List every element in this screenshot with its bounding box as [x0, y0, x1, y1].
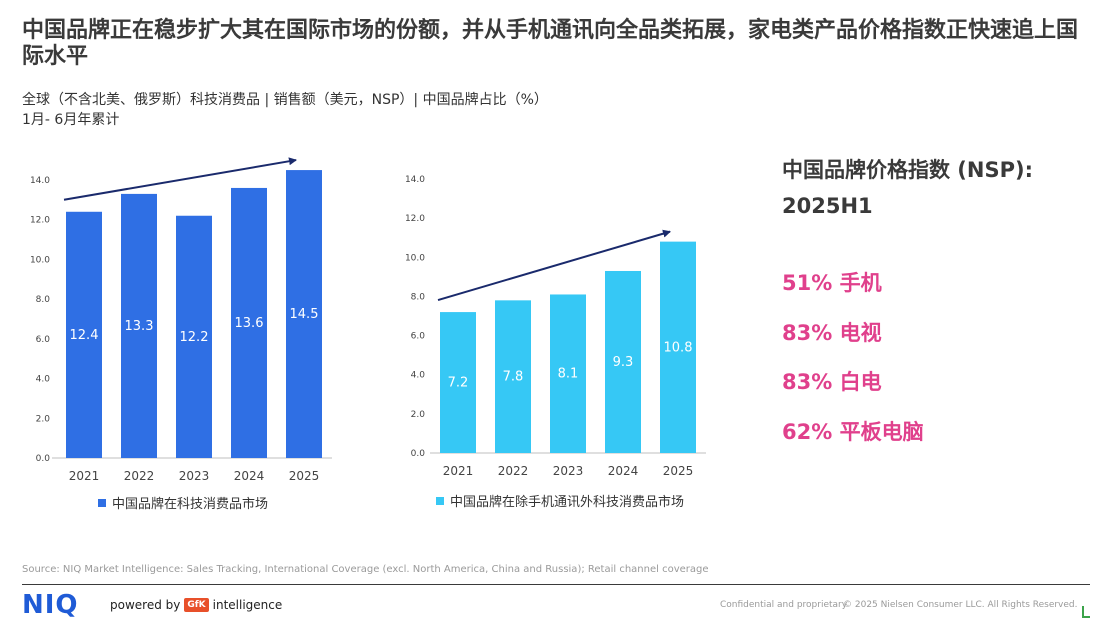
- bar-value-label-right-2022: 7.8: [503, 370, 524, 385]
- x-tick-label-right-2025: 2025: [663, 464, 694, 478]
- x-tick-label-right-2023: 2023: [553, 464, 584, 478]
- price-index-title-line1: 中国品牌价格指数 (NSP):: [782, 158, 1033, 182]
- copyright-note: © 2025 Nielsen Consumer LLC. All Rights …: [843, 600, 1078, 610]
- y-tick-label-right-1: 2.0: [411, 410, 426, 420]
- price-index-tablet: 62% 平板电脑: [782, 420, 924, 444]
- y-tick-label-left-3: 6.0: [36, 335, 51, 345]
- bar-value-label-right-2021: 7.2: [448, 376, 469, 391]
- x-tick-label-left-2021: 2021: [69, 469, 100, 483]
- legend-label-right: 中国品牌在除手机通讯外科技消费品市场: [450, 495, 685, 510]
- bar-value-label-right-2023: 8.1: [558, 367, 579, 382]
- y-tick-label-left-7: 14.0: [30, 176, 50, 186]
- bar-value-label-right-2024: 9.3: [613, 355, 634, 370]
- source-note: Source: NIQ Market Intelligence: Sales T…: [22, 564, 709, 575]
- y-tick-label-right-3: 6.0: [411, 332, 426, 342]
- bar-right-2022: [495, 300, 531, 453]
- bar-left-2022: [121, 193, 157, 458]
- powered-by: powered by GfK intelligence: [110, 598, 282, 612]
- bar-value-label-left-2022: 13.3: [125, 319, 154, 334]
- y-tick-label-right-2: 4.0: [411, 371, 426, 381]
- trend-arrow-left: [63, 157, 297, 201]
- confidential-note: Confidential and proprietary: [720, 600, 848, 610]
- x-tick-label-left-2025: 2025: [289, 469, 320, 483]
- bar-right-2021: [440, 312, 476, 453]
- price-index-appliance: 83% 白电: [782, 370, 882, 394]
- x-tick-label-right-2024: 2024: [608, 464, 639, 478]
- legend-swatch-left: [98, 498, 106, 507]
- legend-right: 中国品牌在除手机通讯外科技消费品市场: [436, 491, 684, 510]
- y-tick-label-left-2: 4.0: [36, 375, 51, 385]
- legend-left: 中国品牌在科技消费品市场: [98, 493, 268, 512]
- bar-value-label-left-2023: 12.2: [180, 330, 209, 345]
- niq-logo: NIQ: [22, 590, 79, 620]
- bar-left-2024: [231, 187, 267, 458]
- bar-value-label-left-2024: 13.6: [235, 316, 264, 331]
- y-tick-label-right-0: 0.0: [411, 449, 426, 459]
- x-tick-label-right-2022: 2022: [498, 464, 529, 478]
- price-index-title-line2: 2025H1: [782, 194, 873, 218]
- bar-left-2021: [66, 211, 102, 458]
- legend-label-left: 中国品牌在科技消费品市场: [112, 497, 269, 512]
- trend-arrow-right: [437, 229, 671, 302]
- x-tick-label-left-2023: 2023: [179, 469, 210, 483]
- price-index-title: 中国品牌价格指数 (NSP): 2025H1: [782, 152, 1033, 224]
- bar-left-2023: [176, 215, 212, 458]
- chart-period: 1月- 6月年累计: [22, 112, 120, 128]
- x-tick-label-right-2021: 2021: [443, 464, 474, 478]
- y-tick-label-left-0: 0.0: [36, 454, 51, 464]
- bar-left-2025: [286, 170, 322, 459]
- bar-value-label-right-2025: 10.8: [664, 340, 693, 355]
- price-index-phone: 51% 手机: [782, 271, 882, 295]
- y-tick-label-right-4: 8.0: [411, 292, 426, 302]
- chart-subtitle: 全球（不含北美、俄罗斯）科技消费品 | 销售额（美元，NSP）| 中国品牌占比（…: [22, 92, 548, 108]
- y-tick-label-left-5: 10.0: [30, 255, 50, 265]
- bar-value-label-left-2025: 14.5: [290, 307, 319, 322]
- intelligence-text: intelligence: [212, 598, 283, 612]
- page-title: 中国品牌正在稳步扩大其在国际市场的份额，并从手机通讯向全品类拓展，家电类产品价格…: [22, 18, 1079, 69]
- bar-right-2023: [550, 294, 586, 453]
- y-tick-label-right-6: 12.0: [405, 214, 425, 224]
- y-tick-label-right-5: 10.0: [405, 253, 425, 263]
- y-tick-label-left-4: 8.0: [36, 295, 51, 305]
- corner-mark: [1082, 606, 1090, 618]
- gfk-logo: GfK: [184, 598, 209, 612]
- legend-swatch-right: [436, 496, 444, 505]
- y-tick-label-right-7: 14.0: [405, 175, 425, 185]
- bar-right-2024: [605, 270, 641, 453]
- price-index-tv: 83% 电视: [782, 321, 882, 345]
- footer-divider: [22, 584, 1090, 585]
- bar-right-2025: [660, 241, 696, 453]
- x-tick-label-left-2024: 2024: [234, 469, 265, 483]
- x-tick-label-left-2022: 2022: [124, 469, 155, 483]
- y-tick-label-left-6: 12.0: [30, 216, 50, 226]
- bar-value-label-left-2021: 12.4: [70, 328, 99, 343]
- y-tick-label-left-1: 2.0: [36, 414, 51, 424]
- powered-by-text: powered by: [110, 598, 181, 612]
- bar-charts: 0.0 2.0 4.0 6.0 8.0 10.0 12.0 14.0 12.4 2021 13.3 2…: [30, 157, 706, 483]
